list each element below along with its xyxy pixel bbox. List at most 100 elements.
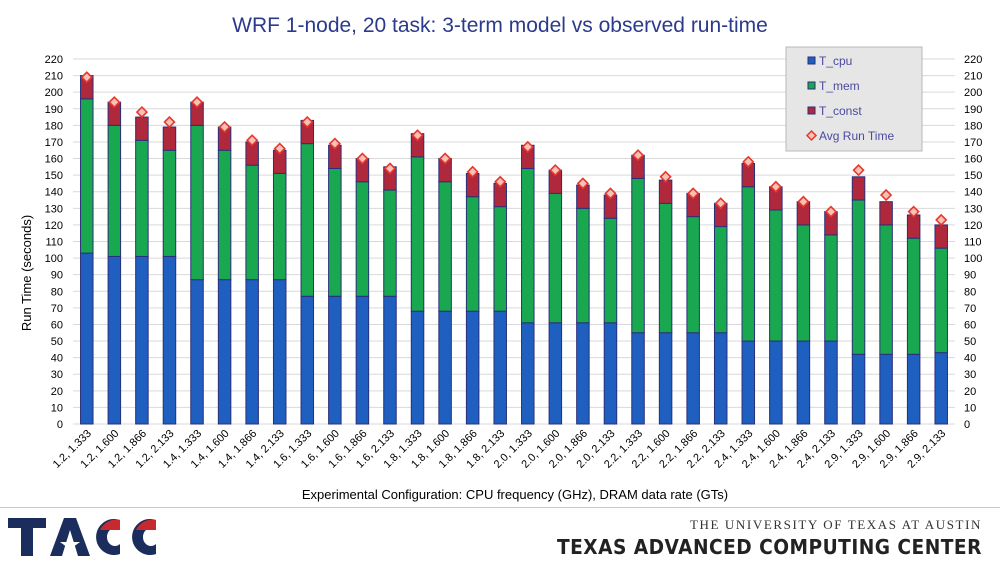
y-tick-label-right: 20 bbox=[964, 386, 976, 398]
avg-run-time-marker bbox=[659, 170, 672, 183]
y-tick-label-right: 90 bbox=[964, 270, 976, 282]
bar-t-mem bbox=[245, 164, 259, 281]
bar-t-mem bbox=[686, 216, 700, 334]
bar-t-cpu bbox=[879, 353, 893, 425]
bar-t-mem bbox=[438, 181, 452, 312]
bar-t-const bbox=[658, 179, 673, 204]
legend-swatch bbox=[807, 56, 816, 65]
chart-title: WRF 1-node, 20 task: 3-term model vs obs… bbox=[232, 14, 768, 37]
bar-t-cpu bbox=[906, 353, 921, 425]
bar-t-mem bbox=[465, 196, 480, 312]
bar-t-cpu bbox=[603, 322, 618, 425]
avg-run-time-marker bbox=[494, 175, 507, 188]
legend-swatch bbox=[807, 106, 816, 115]
y-tick-label: 90 bbox=[51, 270, 63, 282]
y-tick-label-right: 170 bbox=[964, 137, 982, 149]
tacc-logo bbox=[8, 518, 156, 556]
bar-t-const bbox=[879, 201, 893, 226]
avg-run-time-marker bbox=[466, 165, 479, 178]
y-tick-label-right: 50 bbox=[964, 336, 976, 348]
bar-t-cpu bbox=[769, 340, 783, 425]
bar-t-const bbox=[934, 224, 948, 249]
bar-t-mem bbox=[80, 98, 94, 254]
y-tick-label: 10 bbox=[51, 402, 63, 414]
bar-t-mem bbox=[769, 209, 783, 342]
bar-t-mem bbox=[107, 124, 122, 257]
avg-run-time-marker bbox=[190, 96, 204, 109]
y-tick-label-right: 30 bbox=[964, 369, 976, 381]
avg-run-time-marker bbox=[742, 155, 755, 168]
x-axis-label: Experimental Configuration: CPU frequenc… bbox=[302, 487, 728, 502]
y-tick-label: 200 bbox=[45, 87, 63, 99]
bar-t-mem bbox=[190, 124, 204, 281]
y-tick-label: 70 bbox=[51, 303, 63, 315]
y-tick-label-right: 210 bbox=[964, 71, 982, 83]
bar-t-cpu bbox=[713, 332, 728, 425]
y-tick-label: 170 bbox=[45, 137, 63, 149]
avg-run-time-marker bbox=[852, 164, 865, 177]
bar-t-cpu bbox=[190, 279, 204, 425]
bar-t-mem bbox=[796, 224, 811, 342]
avg-run-time-marker bbox=[246, 134, 259, 147]
y-tick-label-right: 10 bbox=[964, 402, 976, 414]
avg-run-time-marker bbox=[521, 140, 534, 154]
avg-run-time-marker bbox=[604, 187, 617, 200]
bar-t-mem bbox=[355, 181, 370, 297]
bar-t-mem bbox=[328, 168, 342, 297]
bar-t-mem bbox=[548, 192, 563, 324]
bar-t-mem bbox=[713, 226, 728, 334]
y-tick-label-right: 180 bbox=[964, 120, 982, 132]
avg-run-time-marker bbox=[383, 162, 397, 175]
y-tick-label-right: 80 bbox=[964, 286, 976, 298]
y-tick-label: 0 bbox=[57, 419, 63, 431]
bar-t-mem bbox=[824, 234, 838, 342]
avg-run-time-marker bbox=[769, 180, 782, 193]
bar-t-mem bbox=[658, 202, 673, 334]
bar-t-cpu bbox=[438, 310, 452, 425]
bar-t-cpu bbox=[328, 295, 342, 425]
bar-t-cpu bbox=[135, 255, 149, 425]
avg-run-time-marker bbox=[631, 149, 645, 162]
avg-run-time-marker bbox=[328, 137, 341, 150]
y-tick-label: 60 bbox=[51, 319, 63, 331]
bar-t-mem bbox=[631, 177, 645, 334]
bar-t-mem bbox=[741, 186, 756, 342]
bar-t-cpu bbox=[272, 279, 287, 425]
bar-t-mem bbox=[906, 237, 921, 355]
bar-t-cpu bbox=[658, 332, 673, 425]
center-name: TEXAS ADVANCED COMPUTING CENTER bbox=[557, 535, 982, 559]
legend-swatch-marker bbox=[805, 129, 818, 142]
y-tick-label: 220 bbox=[45, 54, 63, 66]
bar-t-cpu bbox=[796, 340, 811, 425]
bar-t-cpu bbox=[824, 340, 838, 425]
bar-t-mem bbox=[934, 247, 948, 354]
y-axis-label: Run Time (seconds) bbox=[19, 215, 34, 331]
bar-t-cpu bbox=[383, 295, 397, 425]
y-tick-label-right: 60 bbox=[964, 319, 976, 331]
avg-run-time-marker bbox=[301, 115, 314, 129]
y-tick-label-right: 150 bbox=[964, 170, 982, 182]
bar-t-cpu bbox=[851, 353, 866, 425]
y-tick-label: 140 bbox=[45, 187, 63, 199]
bar-t-mem bbox=[521, 168, 535, 324]
bar-t-cpu bbox=[548, 322, 563, 425]
bar-t-mem bbox=[272, 172, 287, 281]
y-tick-label: 20 bbox=[51, 386, 63, 398]
avg-run-time-marker bbox=[218, 120, 231, 134]
bar-t-cpu bbox=[410, 310, 425, 425]
bar-t-cpu bbox=[217, 279, 232, 425]
bar-t-cpu bbox=[465, 310, 480, 425]
bar-t-mem bbox=[135, 139, 149, 257]
y-tick-label-right: 70 bbox=[964, 303, 976, 315]
legend-label: T_cpu bbox=[819, 54, 852, 68]
bar-t-mem bbox=[879, 224, 893, 355]
y-tick-label: 100 bbox=[45, 253, 63, 265]
bar-t-cpu bbox=[493, 310, 507, 425]
y-tick-label: 210 bbox=[45, 71, 63, 83]
bar-t-mem bbox=[851, 199, 866, 355]
y-axis-left-ticks: 0 10 20 30 40 50 60 70 80 90 100 110 120 130 140 150 160… bbox=[45, 54, 63, 431]
bar-t-cpu bbox=[162, 255, 177, 425]
y-tick-label: 150 bbox=[45, 170, 63, 182]
university-name: THE UNIVERSITY OF TEXAS AT AUSTIN bbox=[690, 517, 982, 532]
